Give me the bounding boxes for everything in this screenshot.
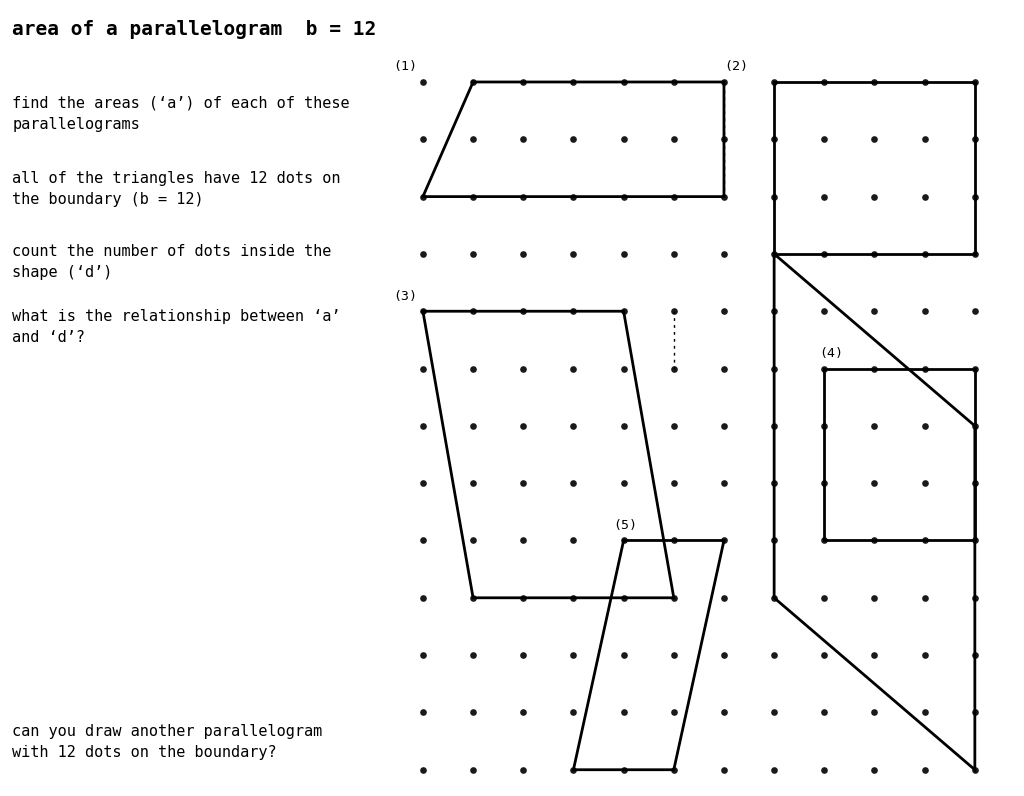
Text: (2): (2) <box>724 60 748 73</box>
Text: can you draw another parallelogram
with 12 dots on the boundary?: can you draw another parallelogram with … <box>12 724 323 760</box>
Text: all of the triangles have 12 dots on
the boundary (b = 12): all of the triangles have 12 dots on the… <box>12 171 341 207</box>
Text: area of a parallelogram  b = 12: area of a parallelogram b = 12 <box>12 20 377 39</box>
Text: find the areas (‘a’) of each of these
parallelograms: find the areas (‘a’) of each of these pa… <box>12 96 350 131</box>
Text: what is the relationship between ‘a’
and ‘d’?: what is the relationship between ‘a’ and… <box>12 309 341 345</box>
Text: (4): (4) <box>819 347 844 360</box>
Text: count the number of dots inside the
shape (‘d’): count the number of dots inside the shap… <box>12 244 332 280</box>
Text: (5): (5) <box>613 519 638 532</box>
Text: (3): (3) <box>393 290 417 302</box>
Text: (1): (1) <box>393 60 417 73</box>
